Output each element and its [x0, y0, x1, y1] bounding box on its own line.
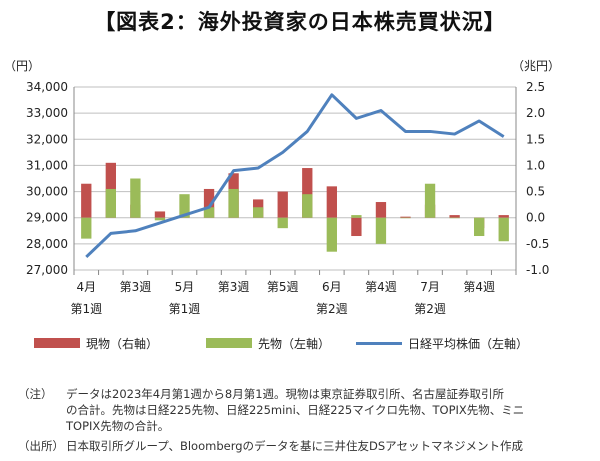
bar-futures: [277, 217, 288, 229]
x-tick-label: 4月: [76, 280, 96, 294]
legend-swatch-nikkei: [356, 341, 402, 345]
bar-spot: [449, 215, 460, 218]
legend-swatch-spot: [34, 338, 80, 348]
x-tick-label: 第3週: [120, 280, 152, 294]
x-tick-label: 第4週: [365, 280, 397, 294]
right-axis-unit: （兆円）: [512, 59, 560, 73]
bar-futures: [228, 188, 239, 218]
bar-futures: [105, 188, 116, 218]
x-tick-label-week: 第1週: [169, 302, 201, 316]
bar-spot: [351, 217, 362, 237]
x-tick-label: 第3週: [218, 280, 250, 294]
chart-area: 27,000 28,000 29,000 30,000 31,000 32,000 33,0…: [4, 59, 560, 316]
bar-futures: [302, 194, 313, 218]
legend-item-spot: 現物（右軸）: [34, 335, 158, 351]
bar-futures: [498, 217, 509, 242]
left-tick-label: 34,000: [26, 80, 68, 94]
bar-futures: [130, 178, 141, 218]
bar-futures: [375, 217, 387, 244]
bar-spot: [498, 215, 509, 218]
line-series: [85, 93, 505, 259]
x-tick-label-week: 第2週: [414, 302, 446, 316]
bar-spot: [375, 202, 387, 218]
left-tick-label: 27,000: [26, 263, 68, 277]
note-block: （注） データは2023年4月第1週から8月第1週。現物は東京証券取引所、名古屋証…: [18, 386, 524, 434]
x-tick-label: 第5週: [267, 280, 299, 294]
bar-futures: [400, 217, 411, 219]
left-tick-label: 31,000: [26, 158, 68, 172]
bar-spot: [81, 183, 92, 218]
x-tick-label: 5月: [175, 280, 195, 294]
x-tick-label: 第4週: [463, 280, 495, 294]
note-line-2: の合計。先物は日経225先物、日経225mini、日経225マイクロ先物、TOP…: [66, 403, 525, 417]
bar-futures: [253, 207, 264, 218]
note-label: （注）: [18, 387, 53, 401]
note-line-3: TOPIX先物の合計。: [66, 419, 170, 433]
right-tick-label: 2.0: [526, 106, 545, 120]
legend-label-futures: 先物（左軸）: [258, 336, 331, 351]
note-line-1: データは2023年4月第1週から8月第1週。現物は東京証券取引所、名古屋証券取引…: [66, 387, 505, 401]
left-tick-label: 28,000: [26, 237, 68, 251]
left-tick-label: 33,000: [26, 106, 68, 120]
bar-series: [81, 162, 509, 252]
bar-spot: [277, 191, 288, 218]
x-tick-label-week: 第1週: [70, 302, 102, 316]
legend-label-spot: 現物（右軸）: [86, 336, 159, 351]
bar-futures: [351, 215, 362, 218]
right-tick-label: 1.5: [526, 132, 545, 146]
x-tick-label-week: 第2週: [316, 302, 348, 316]
line-nikkei: [85, 93, 505, 259]
right-tick-label: 2.5: [526, 80, 545, 94]
bar-futures: [449, 217, 460, 219]
left-tick-label: 30,000: [26, 185, 68, 199]
left-tick-label: 29,000: [26, 211, 68, 225]
source-line: 日本取引所グループ、Bloombergのデータを基に三井住友DSアセットマネジメ…: [66, 439, 523, 453]
bar-spot: [302, 168, 313, 218]
bar-futures: [154, 217, 166, 221]
legend-swatch-futures: [206, 338, 252, 348]
legend-item-nikkei: 日経平均株価（左軸）: [356, 335, 528, 351]
bar-futures: [179, 194, 190, 218]
source-label: （出所）: [18, 439, 64, 453]
bar-futures: [474, 217, 485, 237]
x-tick-label: 7月: [420, 280, 440, 294]
left-axis-unit: （円）: [4, 59, 40, 73]
gridlines: [74, 86, 516, 271]
x-tick-label: 6月: [322, 280, 342, 294]
legend-label-nikkei: 日経平均株価（左軸）: [408, 336, 529, 351]
chart-title: 【図表2：海外投資家の日本株売買状況】: [94, 10, 506, 34]
left-tick-label: 32,000: [26, 132, 68, 146]
right-tick-label: 0.0: [526, 211, 545, 225]
source-block: （出所） 日本取引所グループ、Bloombergのデータを基に三井住友DSアセット…: [18, 438, 523, 454]
bar-futures: [424, 183, 436, 218]
bar-spot: [400, 216, 411, 218]
right-tick-label: 1.0: [526, 158, 545, 172]
bar-futures: [203, 207, 215, 218]
legend-item-futures: 先物（左軸）: [206, 335, 330, 351]
bar-spot: [154, 211, 166, 218]
right-tick-label: 0.5: [526, 185, 545, 199]
bar-futures: [81, 217, 92, 239]
bar-spot: [326, 186, 337, 218]
left-axis: 27,000 28,000 29,000 30,000 31,000 32,000 33,0…: [26, 80, 75, 277]
right-tick-label: -1.0: [526, 263, 549, 277]
right-tick-label: -0.5: [526, 237, 549, 251]
right-axis: -1.0 -0.5 0.0 0.5 1.0 1.5 2.0 2.5: [515, 80, 549, 277]
bar-spot: [203, 188, 215, 218]
bar-futures: [326, 217, 337, 252]
